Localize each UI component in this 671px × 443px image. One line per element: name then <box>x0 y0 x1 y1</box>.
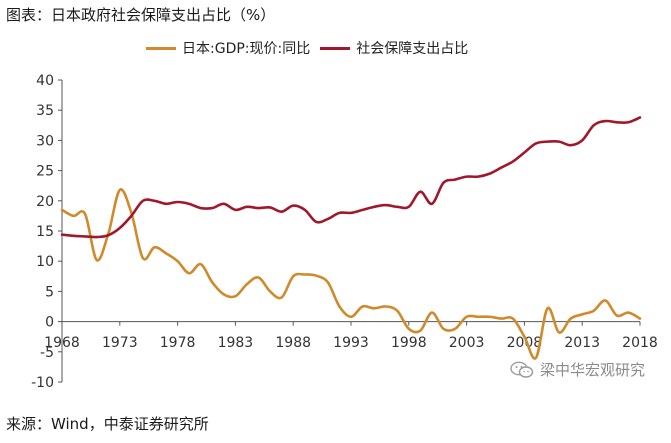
legend-swatch-social-security <box>320 46 351 50</box>
figure-source: 来源：Wind，中泰证券研究所 <box>6 415 209 433</box>
y-tick-label: 5 <box>45 284 54 300</box>
legend-item-social-security: 社会保障支出占比 <box>320 38 468 58</box>
x-tick-label: 1983 <box>218 335 254 351</box>
x-tick-label: 2018 <box>622 335 658 351</box>
x-tick-label: 1973 <box>102 335 138 351</box>
watermark: 梁中华宏观研究 <box>510 359 645 380</box>
series-line-gdp <box>60 188 642 360</box>
y-tick-label: 15 <box>36 224 54 240</box>
legend-label-social-security: 社会保障支出占比 <box>356 41 469 57</box>
x-tick-label: 1968 <box>44 335 80 351</box>
y-tick-label: 25 <box>36 164 54 180</box>
x-tick-label: 2013 <box>564 335 600 351</box>
y-tick-label: 10 <box>36 254 54 270</box>
x-tick-label: 1998 <box>391 335 427 351</box>
watermark-text: 梁中华宏观研究 <box>539 361 645 379</box>
x-tick-label: 1978 <box>160 335 196 351</box>
y-tick-label: -5 <box>40 345 54 361</box>
legend-label-gdp: 日本:GDP:现价:同比 <box>182 41 311 57</box>
chart-legend: 日本:GDP:现价:同比 社会保障支出占比 <box>146 38 468 58</box>
x-tick-label: 2003 <box>449 335 485 351</box>
y-tick-label: 0 <box>45 315 54 331</box>
series-line-social-security <box>60 116 642 239</box>
y-tick-label: 35 <box>36 103 54 119</box>
y-tick-label: 40 <box>36 73 54 89</box>
wechat-icon <box>510 361 534 378</box>
legend-swatch-gdp <box>146 46 176 50</box>
legend-item-gdp: 日本:GDP:现价:同比 <box>146 38 310 58</box>
x-tick-label: 2008 <box>507 335 543 351</box>
x-tick-label: 1993 <box>333 335 369 351</box>
y-tick-label: 20 <box>36 194 54 210</box>
x-tick-label: 1988 <box>275 335 311 351</box>
y-tick-label: -10 <box>31 375 54 391</box>
y-tick-label: 30 <box>36 133 54 149</box>
figure-title: 图表：日本政府社会保障支出占比（%） <box>6 6 276 24</box>
